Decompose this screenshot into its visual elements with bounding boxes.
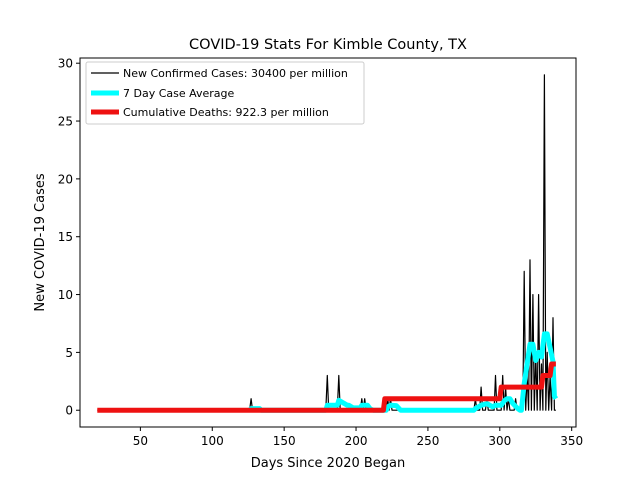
x-tick-label: 150: [273, 434, 296, 448]
x-tick-label: 50: [133, 434, 148, 448]
x-tick-label: 250: [416, 434, 439, 448]
y-tick-label: 0: [65, 404, 73, 418]
y-tick-label: 15: [58, 230, 73, 244]
series-new-confirmed-cases: [97, 74, 556, 411]
x-axis-label: Days Since 2020 Began: [251, 456, 406, 471]
legend-label-new-cases: New Confirmed Cases: 30400 per million: [123, 67, 348, 80]
x-tick-label: 100: [201, 434, 224, 448]
y-axis-ticks: 0 5 10 15 20 25 30: [58, 57, 80, 418]
legend-label-cumulative-deaths: Cumulative Deaths: 922.3 per million: [123, 106, 329, 119]
series-layer: [97, 74, 559, 413]
y-axis-label: New COVID-19 Cases: [33, 173, 48, 311]
y-tick-label: 10: [58, 288, 73, 302]
plot-frame: [79, 57, 577, 428]
series-7-day-average: [247, 331, 559, 413]
y-tick-label: 20: [58, 172, 73, 186]
x-tick-label: 350: [560, 434, 583, 448]
series-cumulative-deaths: [97, 361, 556, 413]
x-tick-label: 300: [488, 434, 511, 448]
legend-label-7-day-average: 7 Day Case Average: [123, 87, 235, 100]
y-tick-label: 5: [65, 346, 73, 360]
y-tick-label: 25: [58, 115, 73, 129]
chart-title: COVID-19 Stats For Kimble County, TX: [189, 37, 467, 53]
x-tick-label: 200: [345, 434, 368, 448]
y-tick-label: 30: [58, 57, 73, 71]
legend: New Confirmed Cases: 30400 per million 7…: [85, 61, 365, 125]
legend-box: [85, 61, 365, 125]
x-axis-ticks: 50 100 150 200 250 300 350: [133, 427, 583, 448]
